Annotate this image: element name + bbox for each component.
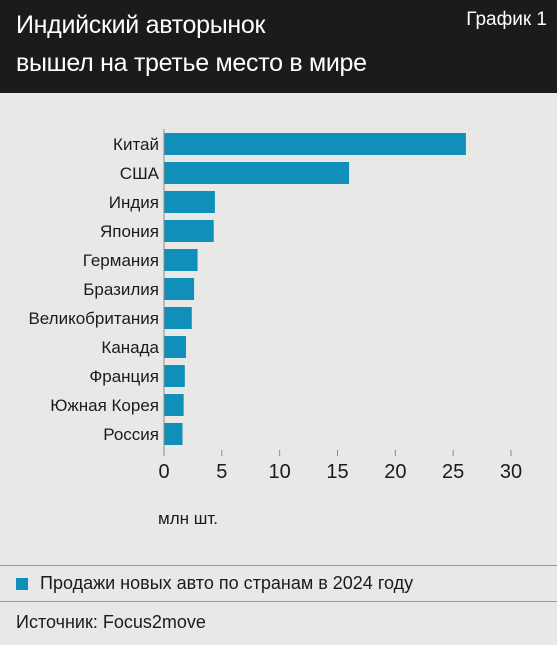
category-label: Великобритания bbox=[28, 309, 159, 328]
category-label: Россия bbox=[103, 425, 159, 444]
source-text: Источник: Focus2move bbox=[16, 612, 206, 632]
bar-9 bbox=[164, 365, 185, 387]
chart-title-line-1: Индийский авторынок bbox=[16, 11, 266, 39]
x-tick-label: 5 bbox=[216, 461, 227, 483]
x-tick-label: 15 bbox=[326, 461, 348, 483]
chart-title: Индийский авторынок вышел на третье мест… bbox=[16, 6, 367, 82]
category-label: Германия bbox=[83, 251, 159, 270]
x-axis-label: млн шт. bbox=[158, 509, 218, 528]
legend-label: Продажи новых авто по странам в 2024 год… bbox=[40, 573, 414, 593]
chart-header: Индийский авторынок вышел на третье мест… bbox=[0, 0, 557, 93]
bar-5 bbox=[164, 249, 198, 271]
category-labels-group: Китай США Индия Япония Германия Бразилия Велик… bbox=[28, 135, 159, 444]
bars-group bbox=[164, 133, 466, 445]
bar-4 bbox=[164, 220, 214, 242]
source-note: Источник: Focus2move bbox=[0, 601, 557, 645]
category-label: Франция bbox=[89, 367, 159, 386]
category-label: Китай bbox=[113, 135, 159, 154]
category-label: Индия bbox=[109, 193, 159, 212]
chart-title-line-2: вышел на третье место в мире bbox=[16, 49, 367, 77]
x-ticks-group: 0 5 10 15 20 25 30 bbox=[158, 450, 522, 483]
bar-10 bbox=[164, 394, 184, 416]
legend: Продажи новых авто по странам в 2024 год… bbox=[0, 565, 557, 602]
x-tick-label: 20 bbox=[384, 461, 406, 483]
x-tick-label: 10 bbox=[269, 461, 291, 483]
bar-3 bbox=[164, 191, 215, 213]
category-label: Япония bbox=[100, 222, 159, 241]
bar-7 bbox=[164, 307, 192, 329]
bar-8 bbox=[164, 336, 186, 358]
category-label: Бразилия bbox=[83, 280, 159, 299]
legend-swatch bbox=[16, 578, 28, 590]
chart-number-tag: График 1 bbox=[466, 9, 547, 30]
x-tick-label: 0 bbox=[158, 461, 169, 483]
x-tick-label: 30 bbox=[500, 461, 522, 483]
x-tick-label: 25 bbox=[442, 461, 464, 483]
bar-11 bbox=[164, 423, 183, 445]
category-label: Канада bbox=[101, 338, 159, 357]
bar-6 bbox=[164, 278, 195, 300]
category-label: Южная Корея bbox=[50, 396, 159, 415]
bar-1 bbox=[164, 133, 466, 155]
bar-2 bbox=[164, 162, 350, 184]
bar-chart: Китай США Индия Япония Германия Бразилия Велик… bbox=[28, 129, 522, 528]
category-label: США bbox=[120, 164, 160, 183]
